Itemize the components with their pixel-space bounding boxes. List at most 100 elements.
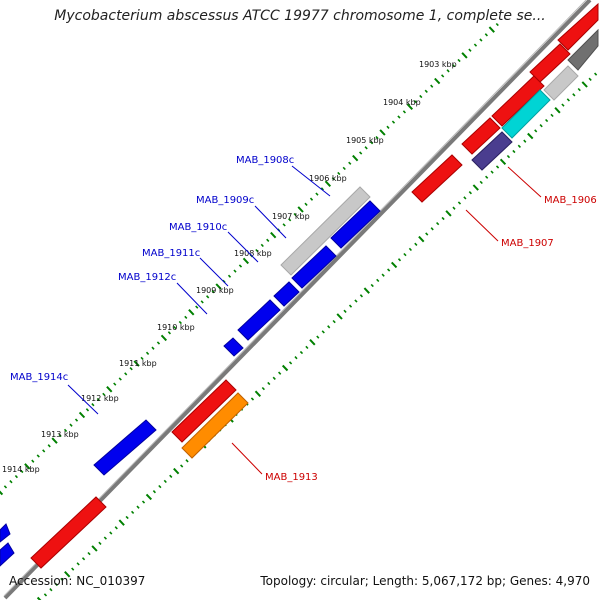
minor-tick [441, 216, 445, 221]
gene-mab-1912c[interactable] [237, 299, 281, 341]
minor-tick [375, 135, 379, 140]
gene-mab-1909c[interactable] [330, 200, 381, 249]
gene-fragment[interactable] [223, 337, 244, 357]
gene-mab-1914c[interactable] [93, 419, 157, 476]
minor-tick [173, 325, 177, 330]
major-tick [297, 206, 304, 213]
minor-tick [109, 531, 113, 535]
minor-tick [425, 232, 429, 236]
major-tick [324, 180, 332, 187]
gene-label[interactable]: MAB_1909c [196, 195, 254, 206]
major-tick [106, 386, 113, 393]
gene-label[interactable]: MAB_1912c [118, 272, 176, 283]
gene-mab-1908c[interactable] [280, 186, 371, 276]
minor-tick [408, 247, 412, 252]
gene-label[interactable]: MAB_1910c [169, 222, 227, 233]
minor-tick [158, 484, 162, 489]
major-tick [379, 129, 386, 136]
major-tick [461, 52, 468, 59]
major-tick [445, 210, 452, 217]
chromosome-backbone-highlight [3, 0, 587, 597]
gene-label[interactable]: MAB_1908c [236, 155, 294, 166]
kbp-label: 1911 kbp [119, 359, 157, 368]
major-tick [254, 390, 262, 397]
minor-tick [451, 64, 456, 68]
gene-red-top[interactable] [557, 2, 599, 51]
minor-tick [506, 154, 511, 159]
kbp-label: 1904 kbp [383, 98, 421, 107]
minor-tick [523, 139, 527, 143]
minor-tick [272, 376, 276, 380]
gene-red-4[interactable] [461, 117, 501, 155]
major-tick [118, 519, 125, 526]
minor-tick [304, 202, 308, 206]
minor-tick [185, 459, 189, 463]
minor-tick [31, 459, 35, 463]
minor-tick [294, 356, 298, 360]
minor-tick [424, 89, 428, 93]
major-tick [242, 257, 250, 265]
minor-tick [91, 403, 95, 407]
minor-tick [113, 382, 117, 386]
minor-tick [315, 192, 319, 196]
minor-tick [473, 43, 478, 47]
major-tick [527, 132, 534, 140]
minor-tick [436, 222, 440, 226]
minor-tick [577, 87, 581, 92]
minor-tick [320, 187, 324, 191]
minor-tick [343, 309, 347, 313]
minor-tick [156, 341, 161, 345]
minor-tick [266, 238, 270, 242]
minor-tick [114, 526, 118, 530]
gene-mab-1907[interactable] [411, 154, 463, 203]
major-tick [499, 158, 507, 165]
major-tick [488, 26, 495, 33]
gene-red-3[interactable] [491, 75, 545, 127]
gene-mab-1906[interactable] [471, 131, 513, 171]
gene-grey-top[interactable] [567, 28, 599, 71]
gene-red-mid[interactable] [171, 379, 237, 443]
map-title: Mycobacterium abscessus ATCC 19977 chrom… [54, 8, 546, 24]
gene-mab-1913[interactable] [181, 392, 249, 459]
gene-label[interactable]: MAB_1907 [501, 238, 554, 249]
kbp-labels: 1903 kbp 1904 kbp 1905 kbp 1906 kbp 1907… [2, 60, 457, 474]
minor-tick [299, 350, 304, 355]
minor-tick [512, 149, 516, 154]
minor-tick [309, 197, 314, 201]
gene-cyan[interactable] [501, 89, 551, 139]
gene-label[interactable]: MAB_1914c [10, 372, 68, 383]
minor-tick [178, 320, 182, 325]
minor-tick [58, 433, 62, 438]
minor-tick [227, 274, 232, 278]
minor-tick [495, 22, 499, 27]
minor-tick [211, 290, 215, 294]
minor-tick [81, 557, 86, 561]
gene-label[interactable]: MAB_1906 [544, 195, 597, 206]
minor-tick [163, 479, 167, 484]
major-tick [434, 77, 441, 85]
kbp-label: 1909 kbp [196, 286, 234, 295]
minor-tick [49, 588, 53, 592]
minor-tick [316, 335, 320, 339]
minor-tick [3, 485, 8, 489]
gene-edge-upper[interactable] [0, 523, 11, 543]
gene-mab-1911c[interactable] [273, 281, 300, 307]
minor-tick [430, 84, 434, 88]
gene-lightgrey[interactable] [543, 65, 579, 101]
gene-label[interactable]: MAB_1911c [142, 248, 200, 259]
minor-tick [238, 264, 243, 268]
minor-tick [402, 110, 406, 114]
gene-label[interactable]: MAB_1913 [265, 472, 318, 483]
gene-red-bottom[interactable] [30, 496, 107, 569]
gene-edge-lower[interactable] [0, 542, 15, 567]
minor-tick [124, 372, 128, 376]
minor-tick [484, 33, 488, 37]
major-tick [0, 490, 4, 496]
gene-mab-1910c[interactable] [291, 245, 337, 289]
minor-tick [69, 423, 73, 427]
minor-tick [419, 94, 423, 99]
minor-tick [71, 567, 75, 571]
minor-tick [250, 397, 255, 401]
minor-tick [327, 325, 331, 329]
